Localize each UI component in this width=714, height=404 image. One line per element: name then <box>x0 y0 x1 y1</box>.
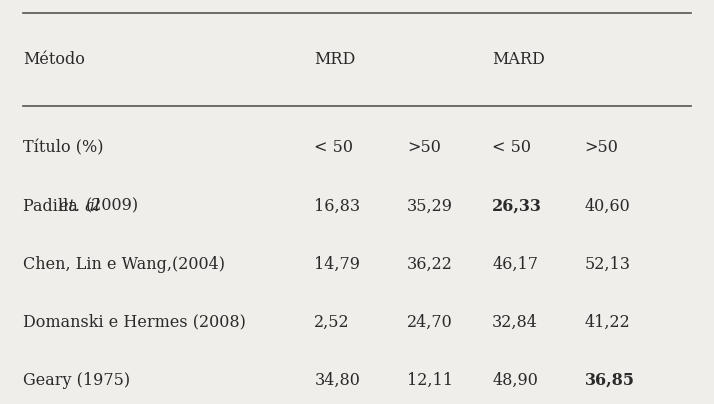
Text: 48,90: 48,90 <box>492 372 538 389</box>
Text: 34,80: 34,80 <box>314 372 360 389</box>
Text: 12,11: 12,11 <box>407 372 453 389</box>
Text: 26,33: 26,33 <box>492 198 542 215</box>
Text: 2,52: 2,52 <box>314 314 350 331</box>
Text: 40,60: 40,60 <box>585 198 630 215</box>
Text: < 50: < 50 <box>492 139 531 156</box>
Text: Título (%): Título (%) <box>23 139 104 156</box>
Text: 16,83: 16,83 <box>314 198 361 215</box>
Text: 24,70: 24,70 <box>407 314 453 331</box>
Text: MARD: MARD <box>492 51 545 68</box>
Text: < 50: < 50 <box>314 139 353 156</box>
Text: >50: >50 <box>407 139 441 156</box>
Text: Padilla: Padilla <box>23 198 83 215</box>
Text: Chen, Lin e Wang,(2004): Chen, Lin e Wang,(2004) <box>23 256 225 273</box>
Text: 41,22: 41,22 <box>585 314 630 331</box>
Text: >50: >50 <box>585 139 618 156</box>
Text: 35,29: 35,29 <box>407 198 453 215</box>
Text: 52,13: 52,13 <box>585 256 630 273</box>
Text: Geary (1975): Geary (1975) <box>23 372 130 389</box>
Text: (2009): (2009) <box>86 198 139 215</box>
Text: 36,22: 36,22 <box>407 256 453 273</box>
Text: 36,85: 36,85 <box>585 372 635 389</box>
Text: MRD: MRD <box>314 51 356 68</box>
Text: 32,84: 32,84 <box>492 314 538 331</box>
Text: et. al: et. al <box>59 198 99 215</box>
Text: Domanski e Hermes (2008): Domanski e Hermes (2008) <box>23 314 246 331</box>
Text: 14,79: 14,79 <box>314 256 361 273</box>
Text: Método: Método <box>23 51 84 68</box>
Text: 46,17: 46,17 <box>492 256 538 273</box>
